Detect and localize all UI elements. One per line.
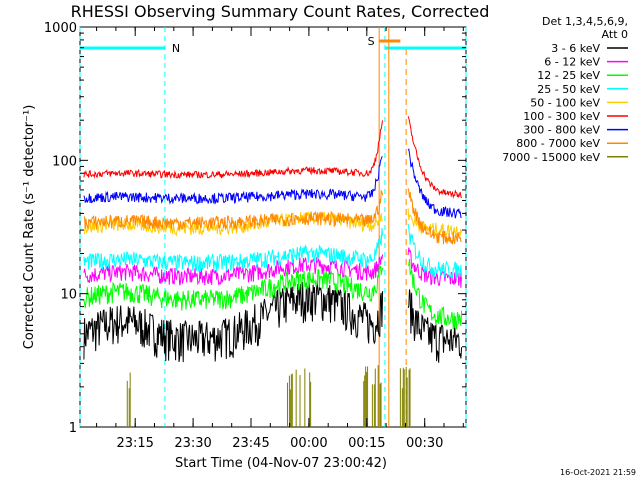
x-axis-label: Start Time (04-Nov-07 23:00:42) xyxy=(175,456,387,471)
legend-label: 12 - 25 keV xyxy=(537,69,600,82)
legend-label: 50 - 100 keV xyxy=(530,96,600,109)
series-line xyxy=(83,247,463,288)
legend-label: 6 - 12 keV xyxy=(544,56,600,69)
night-marker-label: N xyxy=(172,42,180,55)
orbit-markers: NS xyxy=(79,27,467,427)
series-line xyxy=(83,280,463,363)
x-tick-label: 00:00 xyxy=(290,436,327,451)
x-tick-label: 23:45 xyxy=(232,436,269,451)
y-tick-label: 1000 xyxy=(44,21,77,36)
legend-label: 100 - 300 keV xyxy=(523,110,600,123)
series-line xyxy=(83,148,462,219)
series-line xyxy=(126,365,411,427)
legend-header-line-2: Att 0 xyxy=(602,28,628,41)
series-line xyxy=(83,223,463,279)
x-tick-label: 23:15 xyxy=(116,436,153,451)
footer-timestamp: 16-Oct-2021 21:59 xyxy=(560,468,636,477)
legend-label: 300 - 800 keV xyxy=(523,124,600,137)
legend-label: 7000 - 15000 keV xyxy=(502,151,600,164)
x-tick-label: 00:30 xyxy=(406,436,443,451)
y-tick-label: 1 xyxy=(69,421,77,436)
legend-header-line-1: Det 1,3,4,5,6,9, xyxy=(542,15,628,28)
legend-label: 800 - 7000 keV xyxy=(516,137,600,150)
legend-label: 25 - 50 keV xyxy=(537,83,600,96)
x-tick-label: 23:30 xyxy=(174,436,211,451)
series-line xyxy=(83,188,462,245)
legend-label: 3 - 6 keV xyxy=(551,42,600,55)
y-tick-label: 100 xyxy=(52,154,77,169)
axes: 1 10 100 1000 23:15 23:30 23:45 00:00 00:15 00:30 xyxy=(44,21,466,451)
series-line xyxy=(83,116,463,199)
y-tick-label: 10 xyxy=(60,288,77,303)
chart-title: RHESSI Observing Summary Count Rates, Co… xyxy=(71,2,490,21)
saa-marker-label: S xyxy=(368,35,375,48)
x-tick-label: 00:15 xyxy=(348,436,385,451)
series-layer xyxy=(83,116,463,427)
series-line xyxy=(83,258,463,330)
y-axis-label: Corrected Count Rate (s⁻¹ detector⁻¹) xyxy=(22,105,37,350)
